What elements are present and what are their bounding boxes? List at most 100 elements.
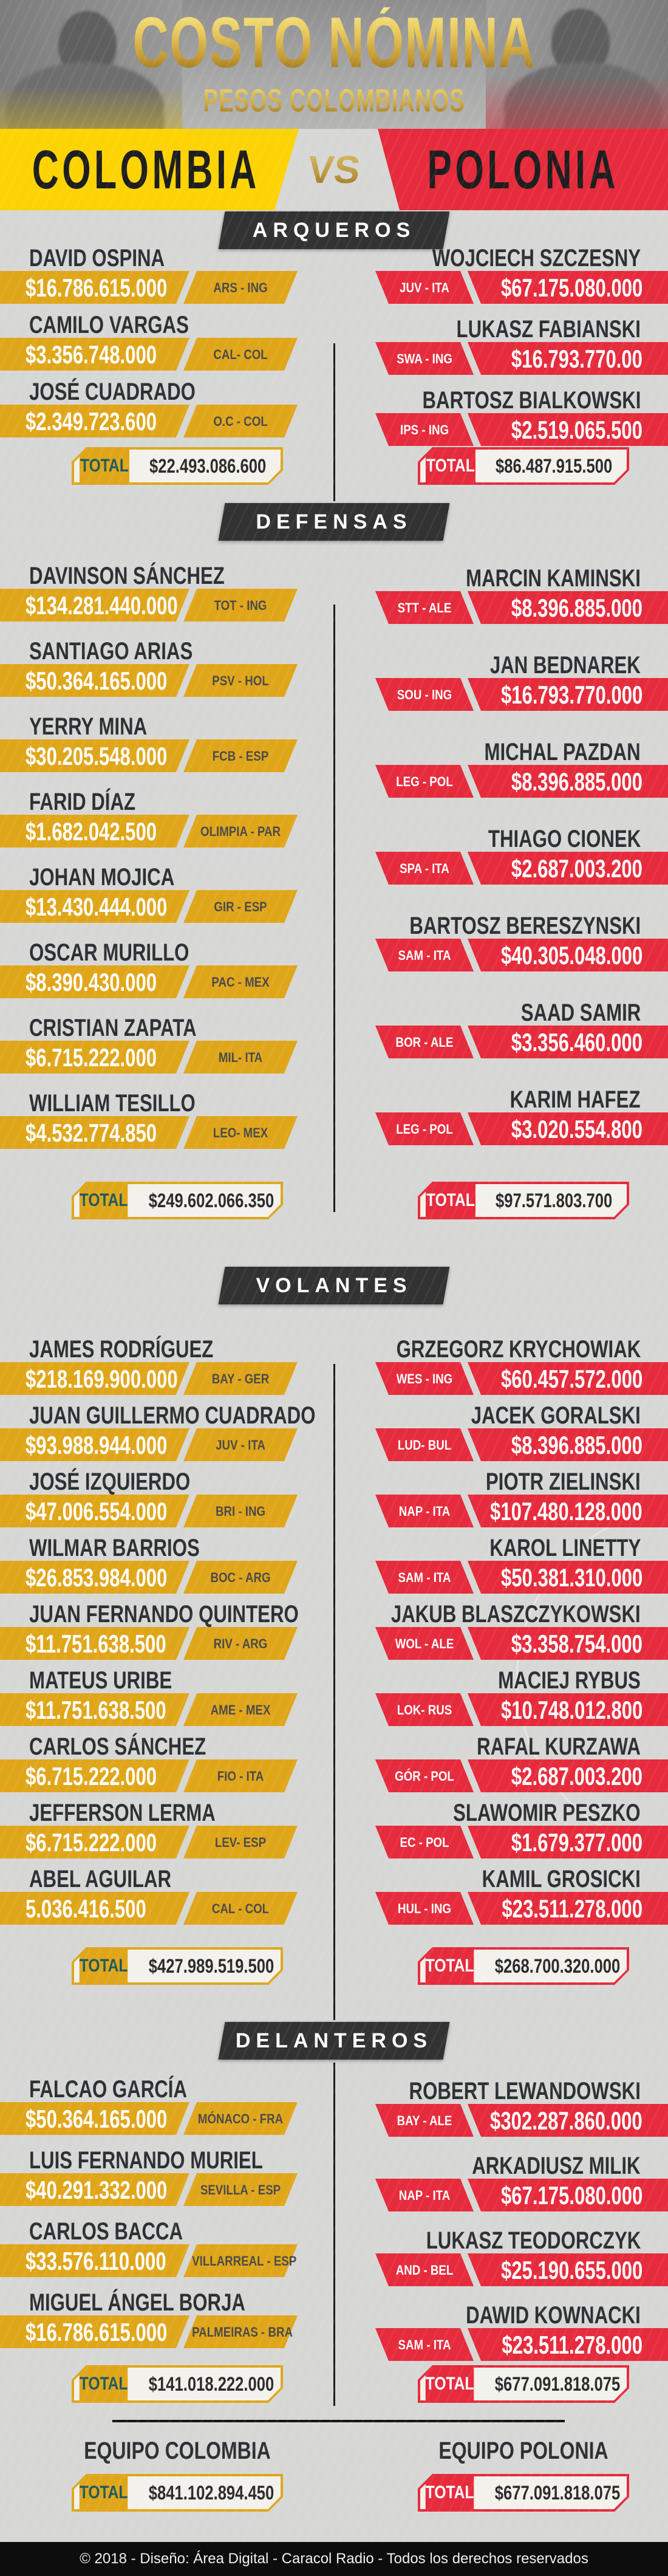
player-club-tag: PSV - HOL <box>212 673 269 688</box>
player-club-bar <box>183 965 298 998</box>
player-club-bar <box>375 1892 474 1925</box>
player-value-bar <box>468 939 668 971</box>
player-club-tag: NAP - ITA <box>398 2188 451 2203</box>
player-value: $11.751.638.500 <box>26 1696 166 1724</box>
total-value: $677.091.818.075 <box>495 2373 621 2395</box>
player-club-bar <box>183 1826 298 1858</box>
player-club-bar <box>375 765 474 798</box>
player-name: KARIM HAFEZ <box>510 1086 641 1113</box>
section-total-badge-colombia: TOTAL $249.602.066.350 <box>72 1182 283 1219</box>
section-banner-defensas: DEFENSAS <box>218 503 450 541</box>
player-club-tag: IPS - ING <box>400 422 449 437</box>
player-name: FARID DÍAZ <box>29 789 136 815</box>
player-club-bar <box>183 815 298 848</box>
player-value-bar <box>468 2328 668 2361</box>
player-name: ROBERT LEWANDOWSKI <box>409 2078 641 2105</box>
player-value: $1.682.042.500 <box>26 817 157 846</box>
section-total-badge-colombia: TOTAL $22.493.086.600 <box>72 447 283 485</box>
player-value: $302.287.860.000 <box>490 2106 642 2135</box>
player-value-bar <box>0 664 189 697</box>
player-row-polonia: LUKASZ FABIANSKI $16.793.770.00 SWA - ING <box>0 315 668 375</box>
player-photo-torso <box>504 62 662 129</box>
player-name: CARLOS BACCA <box>29 2218 183 2245</box>
player-club-tag: WES - ING <box>396 1371 453 1386</box>
player-row-polonia: PIOTR ZIELINSKI $107.480.128.000 NAP - ITA <box>0 1468 668 1527</box>
player-name: JUAN GUILLERMO CUADRADO <box>29 1402 316 1429</box>
player-name: JAKUB BLASZCZYKOWSKI <box>391 1601 641 1628</box>
player-value-bar <box>0 739 189 772</box>
player-value: $50.381.310.000 <box>500 1563 642 1592</box>
jersey-tint-yellow <box>0 86 182 129</box>
player-row-polonia: KAMIL GROSICKI $23.511.278.000 HUL - ING <box>0 1865 668 1925</box>
player-value-bar <box>0 1116 189 1149</box>
total-badge-inner: TOTAL $97.571.803.700 <box>420 1184 627 1217</box>
total-label: TOTAL <box>426 2368 474 2400</box>
player-club-tag: LEV- ESP <box>214 1835 267 1850</box>
player-club-bar <box>183 1116 298 1149</box>
total-badge-inner: TOTAL $677.091.818.075 <box>420 2476 627 2509</box>
player-club-bar <box>183 2244 298 2277</box>
player-name: BARTOSZ BIALKOWSKI <box>422 387 641 414</box>
player-value-bar <box>0 1627 189 1660</box>
player-club-tag: SOU - ING <box>397 687 452 702</box>
player-value-bar <box>0 271 189 304</box>
section-title: DEFENSAS <box>256 510 412 533</box>
player-value: $26.853.984.000 <box>26 1563 168 1592</box>
player-row-colombia: WILLIAM TESILLO $4.532.774.850 LEO- MEX <box>0 1089 668 1149</box>
player-row-colombia: JOSÉ IZQUIERDO $47.006.554.000 BRI - ING <box>0 1468 668 1527</box>
player-club-bar <box>183 664 298 697</box>
player-row-polonia: MICHAL PAZDAN $8.396.885.000 LEG - POL <box>0 738 668 798</box>
player-club-bar <box>375 1495 474 1527</box>
player-value: $47.006.554.000 <box>26 1497 168 1526</box>
player-club-tag: PAC - MEX <box>211 975 270 990</box>
center-divider <box>333 2063 335 2406</box>
player-value-bar <box>0 1362 189 1395</box>
player-row-colombia: JOHAN MOJICA $13.430.444.000 GIR - ESP <box>0 863 668 923</box>
section-banner-volantes: VOLANTES <box>218 1267 450 1304</box>
player-name: THIAGO CIONEK <box>488 826 641 852</box>
total-value: $97.571.803.700 <box>495 1190 612 1211</box>
player-value-bar <box>468 2179 668 2211</box>
player-value-bar <box>0 1759 189 1792</box>
player-club-bar <box>183 739 298 772</box>
player-club-bar <box>375 678 474 711</box>
player-club-bar <box>375 1627 474 1660</box>
player-value-bar <box>0 1693 189 1726</box>
player-value: $6.715.222.000 <box>26 1043 157 1072</box>
player-club-tag: HUL - ING <box>398 1901 451 1916</box>
player-name: GRZEGORZ KRYCHOWIAK <box>396 1336 641 1363</box>
player-value: $13.430.444.000 <box>26 892 168 921</box>
player-value-bar <box>0 1826 189 1858</box>
player-club-bar <box>183 1627 298 1660</box>
total-value: $249.602.066.350 <box>149 1190 274 1211</box>
section-total-badge-colombia: TOTAL $427.989.519.500 <box>72 1947 283 1985</box>
player-name: CARLOS SÁNCHEZ <box>29 1733 206 1760</box>
player-value: $3.020.554.800 <box>511 1115 642 1143</box>
player-name: JUAN FERNANDO QUINTERO <box>29 1601 299 1628</box>
team-band-colombia: COLOMBIA <box>0 129 299 210</box>
player-club-bar <box>183 1428 298 1461</box>
player-club-tag: JUV - ITA <box>400 280 449 295</box>
player-name: MIGUEL ÁNGEL BORJA <box>29 2289 245 2316</box>
total-badge-inner: TOTAL $427.989.519.500 <box>74 1950 281 1982</box>
photo-lewandowski <box>486 0 668 129</box>
player-club-bar <box>375 2104 474 2137</box>
player-club-tag: JUV - ITA <box>216 1437 265 1453</box>
page-title: COSTO NÓMINA <box>132 2 536 83</box>
player-name: LUKASZ TEODORCZYK <box>426 2227 641 2254</box>
player-club-tag: RIV - ARG <box>213 1636 268 1651</box>
total-label: TOTAL <box>80 450 129 482</box>
player-name: ARKADIUSZ MILIK <box>472 2153 641 2179</box>
player-row-colombia: FARID DÍAZ $1.682.042.500 OLIMPIA - PAR <box>0 788 668 848</box>
player-row-colombia: JOSÉ CUADRADO $2.349.723.600 O.C - COL <box>0 378 668 437</box>
player-club-tag: LUD- BUL <box>397 1437 452 1453</box>
player-value: $2.519.065.500 <box>511 416 642 444</box>
player-name: WOJCIECH SZCZESNY <box>432 245 641 272</box>
player-value: $25.190.655.000 <box>500 2256 642 2284</box>
section-title: ARQUEROS <box>252 219 416 242</box>
player-row-colombia: DAVINSON SÁNCHEZ $134.281.440.000 TOT - IN… <box>0 562 668 622</box>
player-club-bar <box>375 1428 474 1461</box>
player-value: $67.175.080.000 <box>500 2181 642 2210</box>
player-row-polonia: RAFAL KURZAWA $2.687.003.200 GÓR - POL <box>0 1733 668 1792</box>
player-value-bar <box>0 815 189 848</box>
